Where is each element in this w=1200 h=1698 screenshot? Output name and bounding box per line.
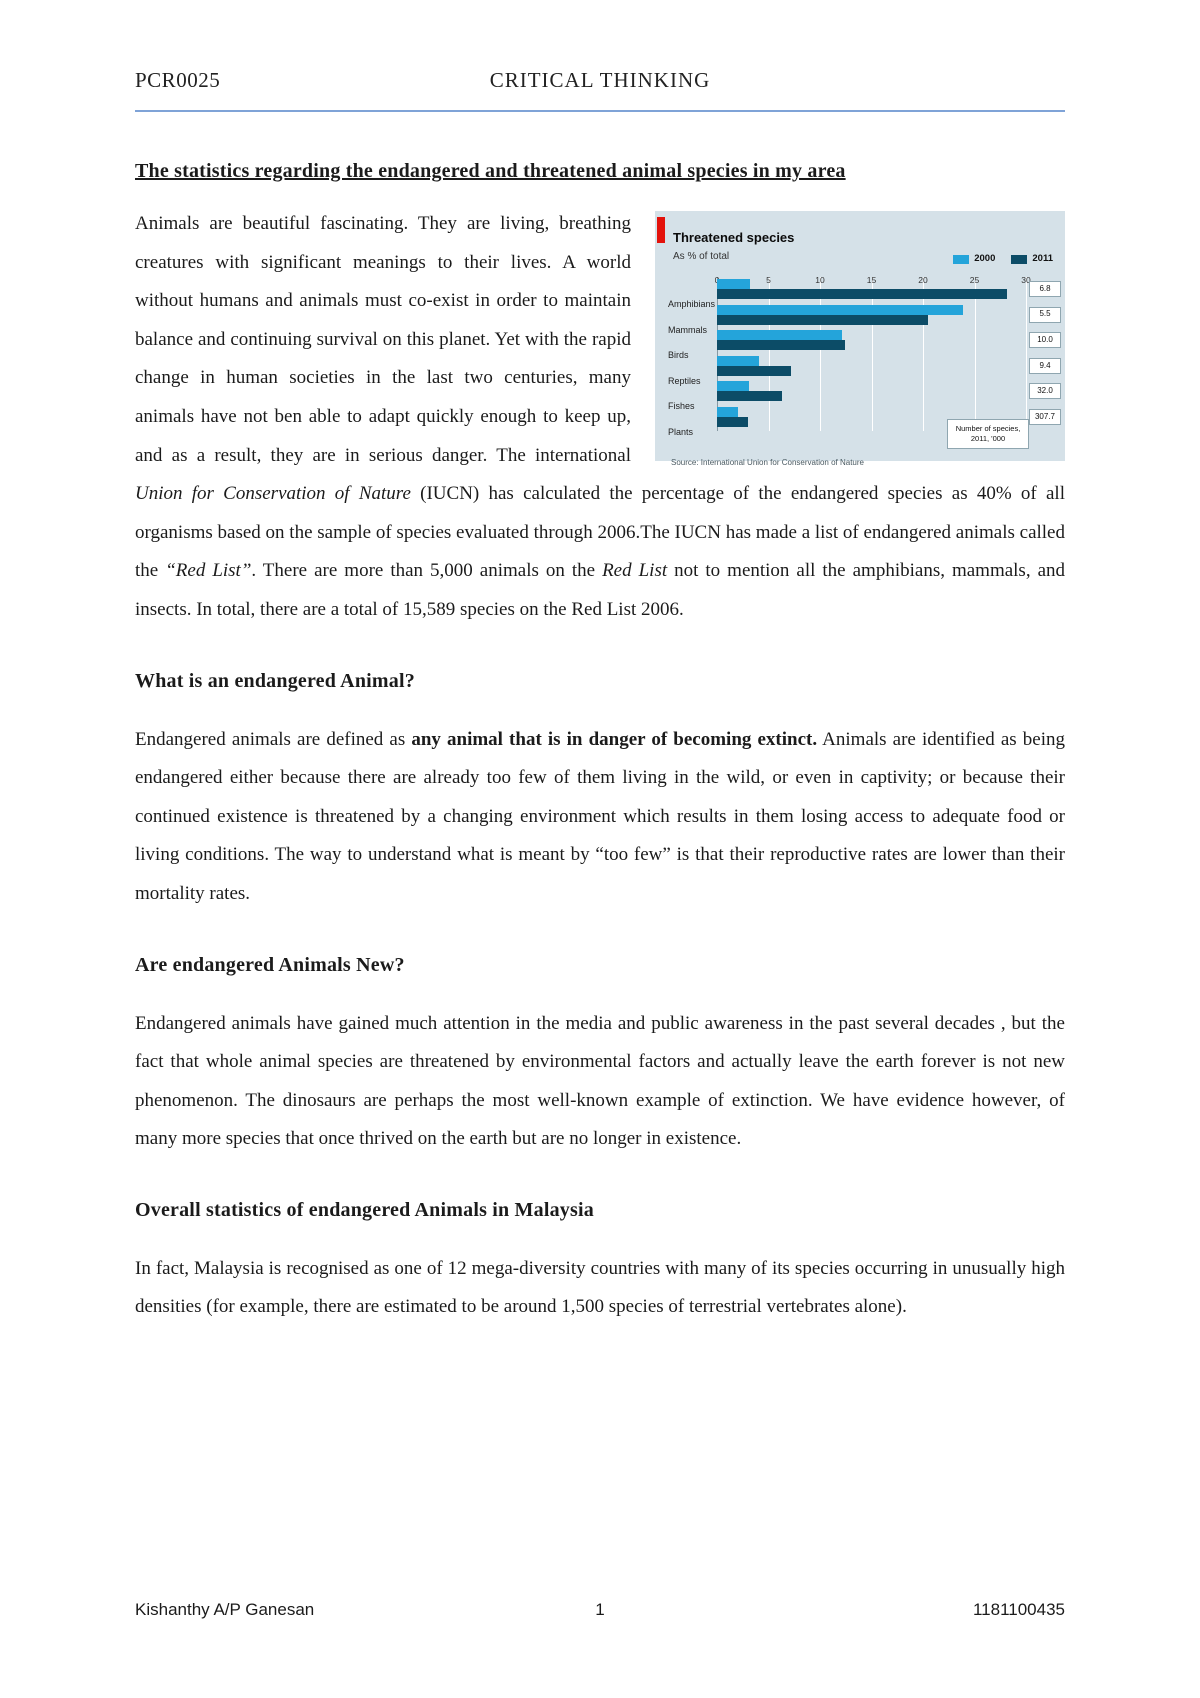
category-label-fishes: Fishes [668, 401, 695, 412]
course-code: PCR0025 [135, 68, 221, 92]
bar-birds-2011 [717, 340, 845, 351]
gridline-20 [923, 277, 924, 431]
bar-fishes-2000 [717, 381, 749, 392]
chart-plot: 051015202530Amphibians6.8Mammals5.5Birds… [655, 211, 1065, 461]
paragraph-text-italic: “Red List” [165, 560, 252, 582]
gridline-10 [820, 277, 821, 431]
tick-label-20: 20 [918, 275, 928, 285]
page-header: PCR0025 CRITICAL THINKING [135, 64, 1065, 112]
value-box-birds: 10.0 [1029, 332, 1061, 349]
gridline-15 [871, 277, 873, 431]
tick-label-30: 30 [1021, 275, 1031, 285]
tick-label-15: 15 [866, 275, 877, 285]
gridline-30 [1026, 277, 1027, 431]
bar-amphibians-2000 [717, 279, 750, 289]
value-box-reptiles: 9.4 [1029, 357, 1061, 374]
paragraph-text: not to mention all the amphibians, mamma… [135, 560, 1066, 620]
bar-plants-2011 [717, 417, 748, 427]
category-label-amphibians: Amphibians [668, 299, 716, 309]
legend-swatch-2000 [953, 254, 970, 264]
chart-source: Source: International Union for Conserva… [671, 458, 864, 467]
page-footer: Kishanthy A/P Ganesan 1 1181100435 [135, 1600, 1065, 1630]
bar-mammals-2011 [717, 314, 929, 325]
section-heading-are-new: Are endangered Animals New? [135, 953, 405, 976]
paragraph-text: Animals are identified as being endanger… [135, 728, 1065, 904]
footer-author: Kishanthy A/P Ganesan [135, 1600, 315, 1619]
legend-swatch-2011 [1011, 254, 1028, 264]
bar-fishes-2011 [717, 391, 782, 402]
category-label-birds: Birds [668, 350, 689, 361]
document-title: The statistics regarding the endangered … [135, 160, 846, 182]
paragraph-text-italic: Red List [602, 560, 668, 582]
chart-legend: 2000 2011 [953, 240, 1053, 279]
intro-paragraph: Threatened species As % of total 2000 201… [135, 205, 1065, 630]
gridline-25 [974, 277, 976, 431]
footer-student-id: 1181100435 [972, 1600, 1065, 1619]
paragraph-text-italic: Union for Conservation of Nature [135, 483, 411, 505]
chart-note-box: Number of species, 2011, '000 [947, 419, 1029, 449]
bar-birds-2000 [717, 330, 842, 341]
gridline-0 [717, 277, 718, 431]
bar-amphibians-2011 [717, 289, 1008, 299]
gridline-5 [768, 277, 770, 431]
course-title: CRITICAL THINKING [489, 68, 711, 92]
malaysia-paragraph: In fact, Malaysia is recognised as one o… [135, 1257, 1065, 1318]
chart-subtitle: As % of total [673, 251, 730, 262]
legend-item-2000: 2000 [953, 240, 995, 279]
legend-label-2000: 2000 [974, 253, 996, 264]
tick-label-25: 25 [969, 275, 980, 285]
value-box-fishes: 32.0 [1029, 383, 1061, 400]
bar-reptiles-2000 [717, 355, 760, 366]
bar-mammals-2000 [717, 304, 964, 315]
value-box-amphibians: 6.8 [1029, 281, 1061, 297]
category-label-mammals: Mammals [668, 324, 708, 335]
value-box-mammals: 5.5 [1029, 306, 1061, 323]
value-box-plants: 307.7 [1029, 409, 1061, 425]
bar-plants-2000 [717, 407, 738, 417]
footer-page-number: 1 [595, 1600, 605, 1619]
legend-label-2011: 2011 [1032, 253, 1053, 264]
paragraph-text: (IUCN) has calculated the percentage of … [135, 483, 1065, 582]
category-label-reptiles: Reptiles [668, 375, 701, 386]
section-heading-malaysia: Overall statistics of endangered Animals… [135, 1198, 594, 1221]
paragraph-text: . There are more than 5,000 animals on t… [251, 560, 603, 582]
definition-paragraph: Endangered animals are defined as any an… [135, 721, 1065, 914]
paragraph-text: Endangered animals are defined as [135, 728, 412, 750]
tick-label-10: 10 [815, 275, 825, 285]
threatened-species-chart: Threatened species As % of total 2000 201… [655, 211, 1065, 467]
chart-accent-bar [657, 217, 665, 243]
bar-reptiles-2011 [717, 365, 792, 376]
section-heading-what-is: What is an endangered Animal? [135, 669, 415, 692]
category-label-plants: Plants [668, 427, 694, 437]
tick-label-5: 5 [766, 275, 771, 285]
chart-title: Threatened species [673, 230, 795, 245]
paragraph-text: Animals are beautiful fascinating. They … [135, 213, 631, 466]
legend-item-2011: 2011 [1011, 240, 1053, 279]
paragraph-text-bold: any animal that is in danger of becoming… [411, 728, 818, 750]
history-paragraph: Endangered animals have gained much atte… [135, 1012, 1065, 1150]
